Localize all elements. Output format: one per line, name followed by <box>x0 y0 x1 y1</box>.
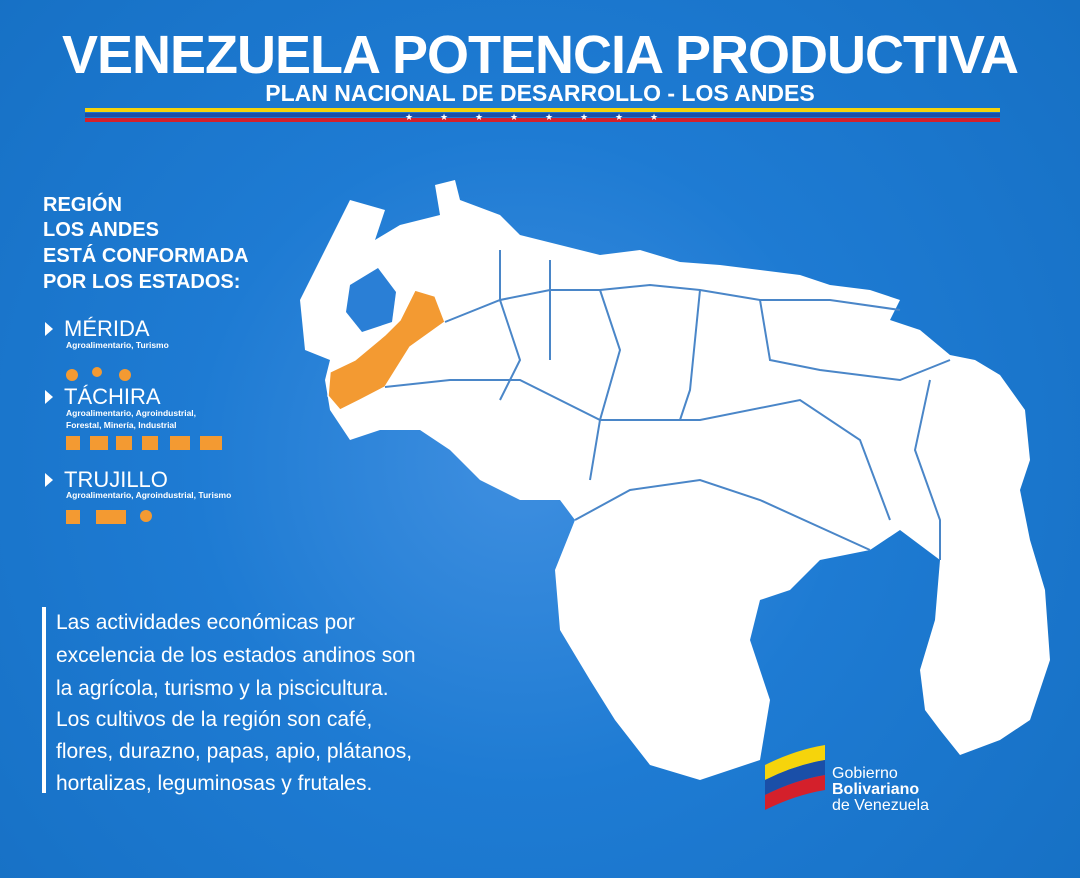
svg-text:★: ★ <box>545 112 553 122</box>
logo-text: Gobierno <box>832 765 898 782</box>
region-heading: ESTÁ CONFORMADA <box>43 245 249 267</box>
svg-text:★: ★ <box>580 112 588 122</box>
region-heading: POR LOS ESTADOS: <box>43 271 241 293</box>
logo-text: de Venezuela <box>832 797 929 814</box>
state-name: MÉRIDA <box>64 316 150 341</box>
svg-text:★: ★ <box>405 112 413 122</box>
svg-text:★: ★ <box>475 112 483 122</box>
region-heading: REGIÓN <box>43 194 122 216</box>
svg-text:★: ★ <box>510 112 518 122</box>
quote-bar <box>42 607 46 793</box>
description-line: Los cultivos de la región son café, <box>56 708 373 731</box>
svg-text:★: ★ <box>440 112 448 122</box>
subtitle: PLAN NACIONAL DE DESARROLLO - LOS ANDES <box>265 80 815 106</box>
logo-text: Bolivariano <box>832 781 920 798</box>
description-line: Las actividades económicas por <box>56 611 355 634</box>
state-activities: Agroalimentario, Agroindustrial, Turismo <box>66 490 232 500</box>
description-line: flores, durazno, papas, apio, plátanos, <box>56 740 413 763</box>
logo-flag <box>765 745 825 810</box>
region-heading: LOS ANDES <box>43 219 159 241</box>
state-name: TRUJILLO <box>64 467 168 492</box>
title: VENEZUELA POTENCIA PRODUCTIVA <box>61 25 1019 85</box>
state-activities: Agroalimentario, Turismo <box>66 340 169 350</box>
description-line: hortalizas, leguminosas y frutales. <box>56 772 373 795</box>
flag-stripes: ★ ★ ★ ★ ★ ★ ★ ★ <box>85 108 1000 122</box>
state-activities: Forestal, Minería, Industrial <box>66 420 177 430</box>
icons <box>45 322 222 524</box>
state-activities: Agroalimentario, Agroindustrial, <box>66 408 197 418</box>
svg-text:★: ★ <box>650 112 658 122</box>
description-line: la agrícola, turismo y la piscicultura. <box>56 677 389 700</box>
map <box>300 180 1050 780</box>
description-line: excelencia de los estados andinos son <box>56 644 416 667</box>
state-name: TÁCHIRA <box>64 384 161 409</box>
svg-text:★: ★ <box>615 112 623 122</box>
